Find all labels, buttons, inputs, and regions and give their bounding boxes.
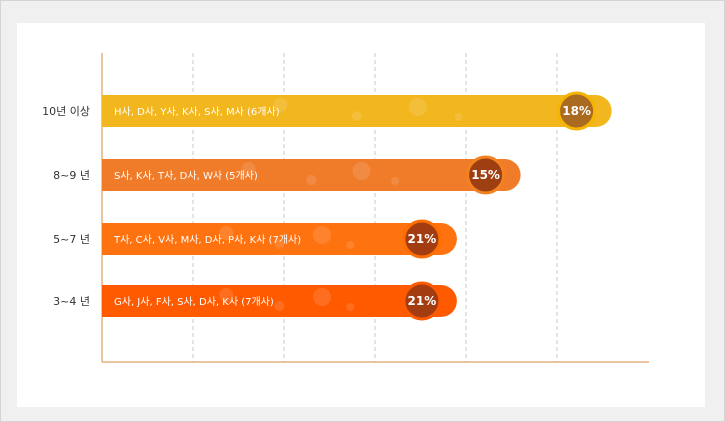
bar-decoration	[346, 303, 355, 311]
bar-decoration	[274, 301, 285, 311]
value-badge	[402, 281, 442, 321]
bar-decoration	[346, 241, 355, 249]
bar-decoration	[241, 162, 256, 176]
category-label: 10년 이상	[42, 105, 90, 118]
bar-label: G사, J사, F사, S사, D사, K사 (7개사)	[114, 296, 274, 308]
value-label: 21%	[408, 232, 437, 246]
bar	[102, 95, 612, 127]
value-label: 21%	[408, 294, 437, 308]
bar-decoration	[313, 226, 332, 244]
bar	[102, 159, 521, 191]
bar-decoration	[313, 288, 332, 306]
bar-decoration	[219, 288, 234, 302]
bar-decoration	[351, 111, 362, 121]
value-badge	[402, 219, 442, 259]
bar-decoration	[391, 177, 400, 185]
bar-decoration	[408, 98, 427, 116]
category-label: 3~4 년	[53, 295, 90, 308]
chart-panel: 10년 이상 H사, D사, Y사, K사, S사, M사 (6개사) 18% 8~9…	[17, 23, 705, 407]
bar-decoration	[306, 175, 317, 185]
bar-decoration	[273, 98, 288, 112]
bar-decoration	[274, 239, 285, 249]
bar-label: S사, K사, T사, D사, W사 (5개사)	[114, 170, 258, 182]
bar-decoration	[352, 162, 371, 180]
value-badge	[466, 155, 506, 195]
value-label: 18%	[562, 104, 591, 118]
bar-decoration	[454, 113, 463, 121]
category-label: 8~9 년	[53, 169, 90, 182]
bar-decoration	[219, 226, 234, 240]
value-label: 15%	[471, 168, 500, 182]
category-label: 5~7 년	[53, 233, 90, 246]
bar-chart: 10년 이상 H사, D사, Y사, K사, S사, M사 (6개사) 18% 8~9…	[42, 53, 649, 363]
bar-label: H사, D사, Y사, K사, S사, M사 (6개사)	[114, 106, 280, 118]
bar-label: T사, C사, V사, M사, D사, P사, K사 (7개사)	[113, 234, 301, 246]
value-badge	[557, 91, 597, 131]
bar	[102, 223, 457, 255]
bar	[102, 285, 457, 317]
